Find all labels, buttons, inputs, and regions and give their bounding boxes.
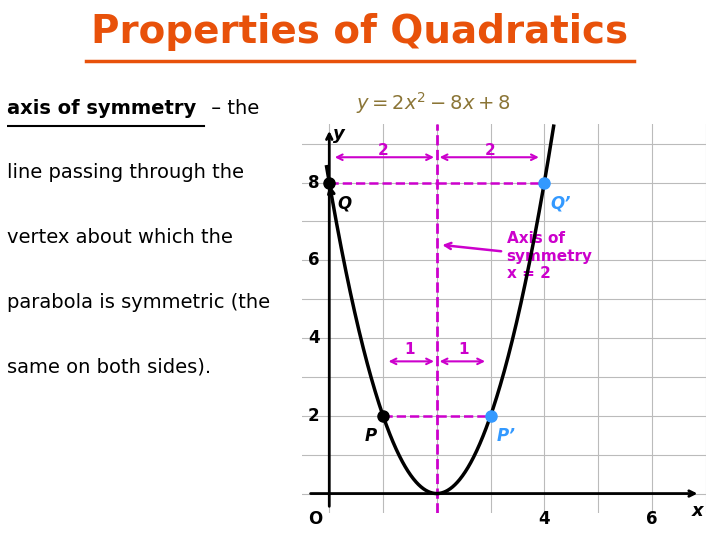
Text: 4: 4 bbox=[308, 329, 320, 347]
Text: P’: P’ bbox=[497, 428, 516, 445]
Text: y: y bbox=[333, 125, 345, 143]
Text: x: x bbox=[692, 502, 703, 520]
Text: 1: 1 bbox=[405, 342, 415, 357]
Text: Q’: Q’ bbox=[551, 194, 571, 212]
Text: 6: 6 bbox=[308, 251, 320, 269]
Text: Properties of Quadratics: Properties of Quadratics bbox=[91, 12, 629, 51]
Text: 1: 1 bbox=[459, 342, 469, 357]
Text: parabola is symmetric (the: parabola is symmetric (the bbox=[7, 293, 270, 312]
Text: 2: 2 bbox=[485, 143, 496, 158]
Text: vertex about which the: vertex about which the bbox=[7, 228, 233, 247]
Text: axis of symmetry: axis of symmetry bbox=[7, 98, 197, 118]
Text: $y = 2x^2 - 8x + 8$: $y = 2x^2 - 8x + 8$ bbox=[356, 90, 511, 116]
Text: P: P bbox=[364, 428, 377, 445]
Text: 8: 8 bbox=[308, 173, 320, 192]
Text: Axis of
symmetry
x = 2: Axis of symmetry x = 2 bbox=[445, 232, 593, 281]
Text: – the: – the bbox=[205, 98, 259, 118]
Text: Q: Q bbox=[338, 194, 351, 212]
Text: same on both sides).: same on both sides). bbox=[7, 357, 212, 377]
Text: 4: 4 bbox=[539, 510, 550, 528]
Text: O: O bbox=[309, 510, 323, 528]
Text: 2: 2 bbox=[378, 143, 388, 158]
Text: 6: 6 bbox=[646, 510, 657, 528]
Text: line passing through the: line passing through the bbox=[7, 163, 244, 183]
Text: 2: 2 bbox=[308, 407, 320, 425]
